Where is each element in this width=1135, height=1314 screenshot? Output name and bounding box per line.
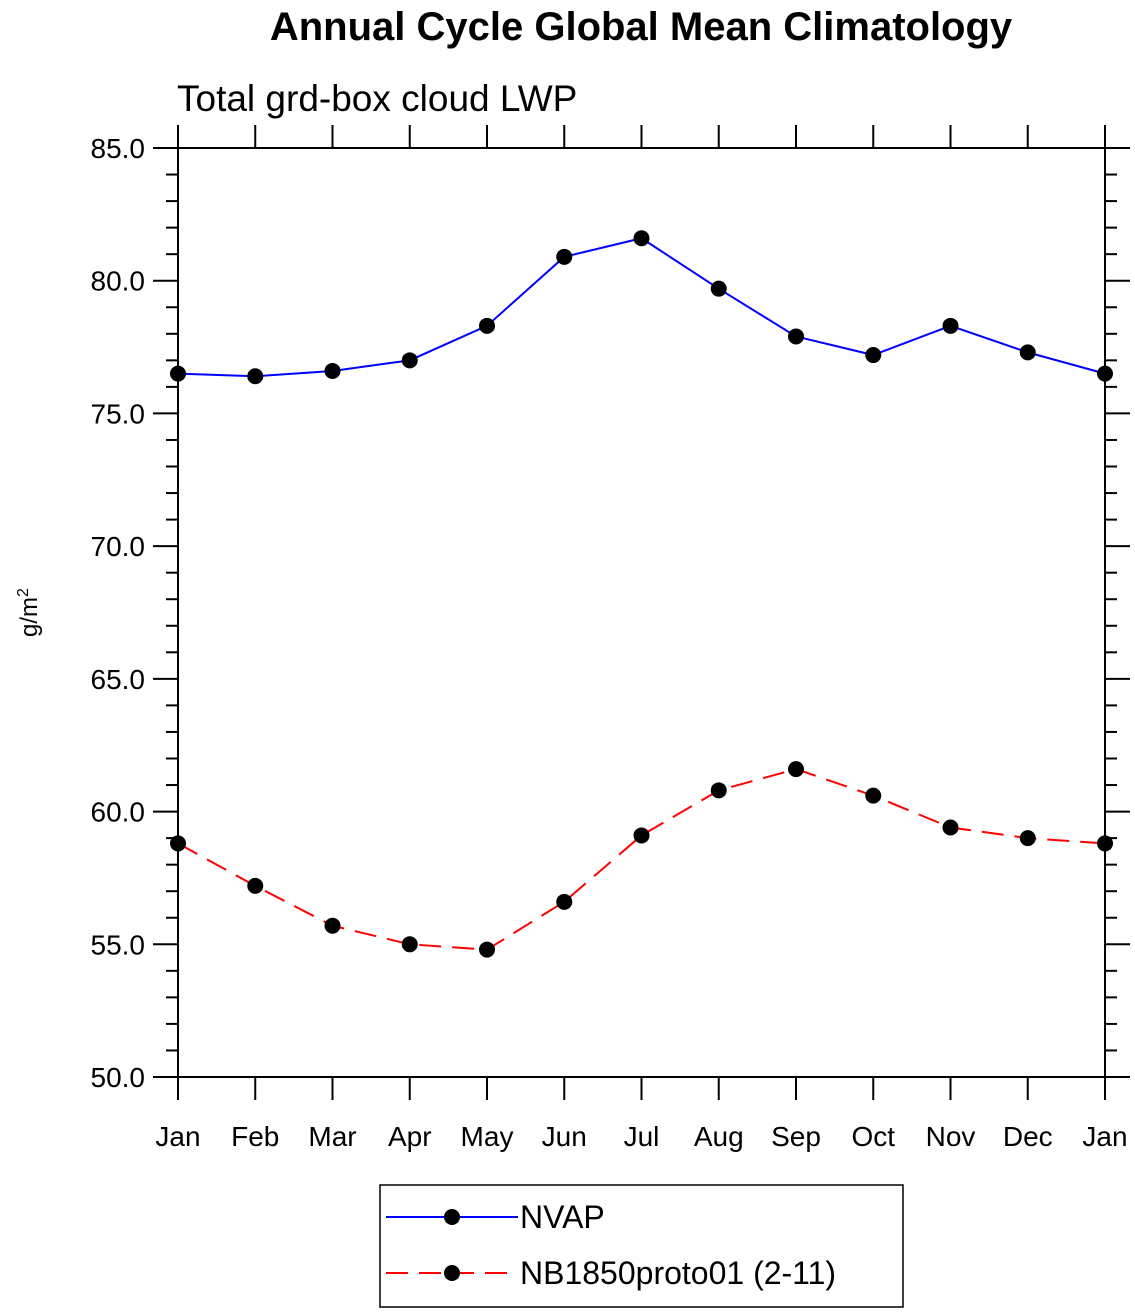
y-axis-label-text: g/m [16, 597, 43, 637]
data-point [710, 782, 727, 799]
x-tick-label: Jul [624, 1121, 660, 1152]
data-point [1019, 344, 1036, 361]
x-tick-label: Feb [231, 1121, 279, 1152]
data-point [942, 819, 959, 836]
y-axis-label: g/m2 [15, 588, 43, 637]
x-tick-label: May [461, 1121, 514, 1152]
data-point [788, 328, 804, 345]
x-tick-label: Jun [542, 1121, 587, 1152]
y-tick-label: 50.0 [91, 1062, 146, 1093]
data-point [1097, 365, 1113, 382]
data-point [170, 835, 186, 852]
data-point [247, 877, 264, 894]
plot-area: 50.0 55.0 60.0 65.0 70.0 75.0 80.0 85.0 Jan Feb Ma… [91, 125, 1130, 1152]
data-point [479, 941, 495, 958]
y-tick-label: 70.0 [91, 531, 146, 562]
x-tick-label: Aug [694, 1121, 744, 1152]
legend-marker [444, 1209, 460, 1225]
x-tick-label: Dec [1003, 1121, 1053, 1152]
legend-marker [444, 1265, 460, 1281]
y-axis-label-superscript: 2 [15, 588, 32, 597]
x-tick-label: Apr [388, 1121, 432, 1152]
y-tick-label: 65.0 [91, 664, 146, 695]
chart-subtitle: Total grd-box cloud LWP [177, 78, 577, 119]
chart-title: Annual Cycle Global Mean Climatology [270, 5, 1013, 49]
x-tick-label: Oct [851, 1121, 895, 1152]
data-point [479, 317, 495, 334]
data-point [633, 230, 650, 247]
data-point [865, 787, 882, 804]
data-point [401, 352, 418, 369]
series-line [177, 768, 1106, 951]
legend-box [379, 1184, 904, 1308]
legend-label: NB1850proto01 (2-11) [520, 1255, 836, 1291]
data-point [324, 362, 341, 379]
y-tick-label: 75.0 [91, 398, 146, 429]
data-point [633, 827, 650, 844]
y-tick-label: 60.0 [91, 797, 146, 828]
data-point [247, 368, 264, 385]
legend: NVAP NB1850proto01 (2-11) [379, 1184, 904, 1308]
data-point [324, 917, 341, 934]
plot-frame [177, 147, 1106, 1078]
data-point [170, 365, 186, 382]
legend-label: NVAP [520, 1199, 605, 1235]
data-point [1097, 835, 1113, 852]
data-point [710, 280, 727, 297]
y-tick-label: 55.0 [91, 929, 146, 960]
x-tick-label: Sep [771, 1121, 821, 1152]
x-tick-label: Jan [155, 1121, 200, 1152]
data-point [865, 347, 882, 364]
data-point [556, 893, 573, 910]
x-tick-label: Nov [926, 1121, 976, 1152]
data-point [942, 317, 959, 334]
x-tick-label: Mar [308, 1121, 356, 1152]
x-tick-label: Jan [1082, 1121, 1127, 1152]
data-point [401, 936, 418, 953]
y-tick-label: 85.0 [91, 133, 146, 164]
series-line [177, 237, 1106, 378]
data-point [788, 761, 804, 778]
data-point [1019, 830, 1036, 847]
data-point [556, 248, 573, 265]
y-tick-label: 80.0 [91, 266, 146, 297]
